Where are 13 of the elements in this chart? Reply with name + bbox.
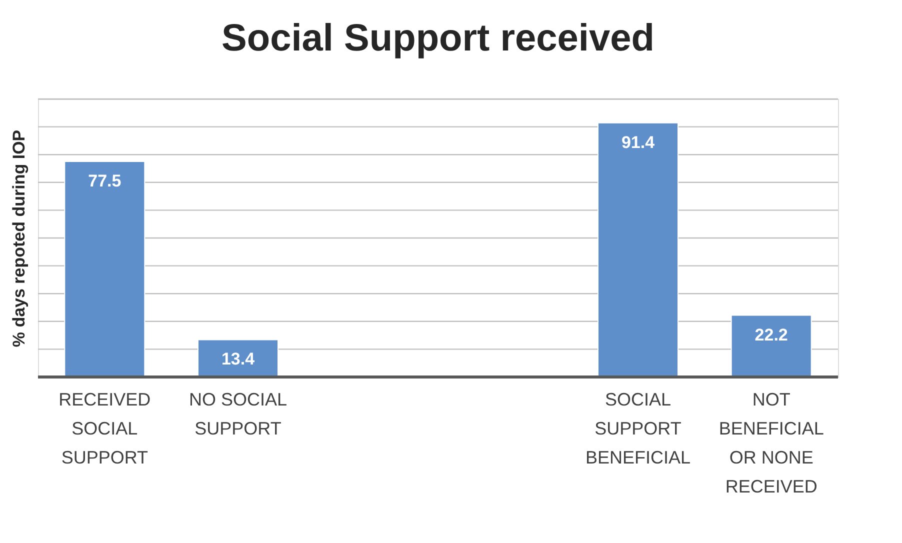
data-label: 91.4 <box>621 132 656 152</box>
data-label: 77.5 <box>88 172 122 191</box>
x-tick-label: NO SOCIAL SUPPORT <box>188 390 288 438</box>
bar <box>730 314 812 378</box>
bar <box>64 161 146 378</box>
y-axis-title: % days repoted during IOP <box>10 130 28 348</box>
x-tick-label: SOCIAL SUPPORT BENEFICIAL <box>585 390 691 468</box>
x-tick-label: NOT BENEFICIAL OR NONE RECEIVED <box>718 390 824 496</box>
data-label: 13.4 <box>221 350 256 369</box>
bar <box>598 122 678 378</box>
x-tick-label: RECEIVED SOCIAL SUPPORT <box>58 390 151 468</box>
chart-title: Social Support received <box>222 17 654 60</box>
data-label: 22.2 <box>754 325 788 344</box>
